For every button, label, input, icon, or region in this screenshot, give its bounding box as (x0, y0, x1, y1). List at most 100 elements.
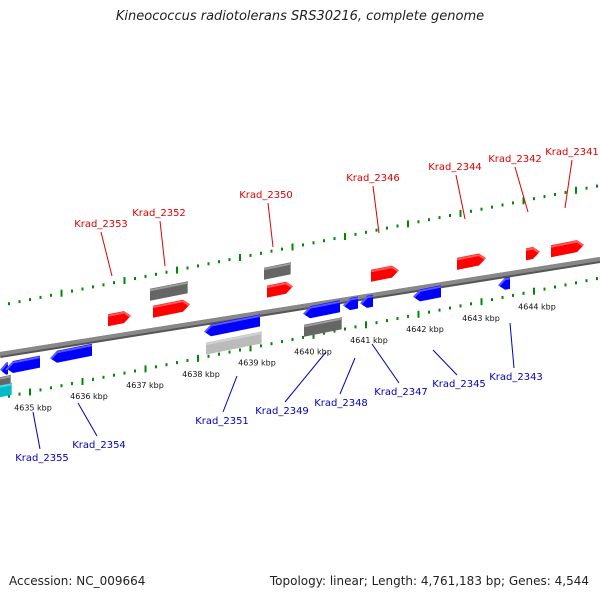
gene-arrow (342, 296, 359, 311)
gene-body (206, 331, 262, 355)
gene-arrow (525, 247, 541, 261)
gene-highlight (497, 277, 511, 288)
gene-body (50, 343, 92, 363)
scale-label: 4637 kbp (126, 381, 164, 390)
gene-body (371, 265, 399, 282)
gene-highlight (550, 240, 585, 248)
gene-highlight (303, 317, 343, 331)
scale-label: 4643 kbp (462, 314, 500, 323)
gene-body (498, 276, 510, 290)
label-leader-line (159, 220, 166, 267)
gene-body (0, 382, 12, 398)
gene-label-top: Krad_2344 (428, 162, 482, 173)
gene-body (0, 362, 8, 375)
gene-body (264, 262, 291, 280)
label-leader-line (509, 322, 515, 369)
gene-highlight (203, 314, 261, 334)
gene-label-bottom: Krad_2345 (432, 379, 486, 390)
gene-highlight (0, 362, 9, 372)
gene-label-top: Krad_2346 (346, 173, 400, 184)
gene-highlight (107, 311, 132, 319)
label-leader-line (284, 351, 327, 403)
gene-body (6, 355, 40, 373)
gene-label-top: Krad_2341 (545, 147, 599, 158)
map-title: Kineococcus radiotolerans SRS30216, comp… (115, 9, 485, 24)
gene-body (304, 317, 342, 337)
gene-highlight (266, 282, 294, 289)
upper-tick-track (8, 184, 598, 306)
gene-body (150, 281, 188, 301)
gene-highlight (152, 300, 191, 309)
label-leader-line (455, 174, 466, 220)
gene-highlight (149, 281, 189, 295)
gene-body (360, 294, 373, 308)
gene-highlight (359, 295, 374, 306)
gene-highlight (525, 247, 541, 254)
gene-label-bottom: Krad_2347 (374, 387, 428, 398)
gene-body (551, 240, 584, 258)
label-leader-line (77, 402, 98, 437)
gene-arrow (263, 262, 292, 280)
gene-label-bottom: Krad_2349 (255, 406, 309, 417)
gene-body (204, 314, 260, 337)
gene-arrow (303, 317, 343, 337)
scale-label: 4639 kbp (238, 359, 276, 368)
gene-label-bottom: Krad_2351 (195, 416, 249, 427)
gene-highlight (205, 331, 263, 346)
gene-body (267, 281, 293, 298)
label-leader-line (32, 411, 41, 450)
backbone-line (0, 257, 600, 356)
scale-label: 4641 kbp (350, 336, 388, 345)
scale-label: 4644 kbp (518, 303, 556, 312)
gene-arrow (0, 382, 13, 398)
gene-highlight (263, 262, 292, 276)
gene-arrow (203, 314, 261, 337)
genome-backbone (0, 257, 600, 358)
gene-body (303, 300, 340, 319)
gene-highlight (0, 383, 13, 397)
gene-features (0, 240, 585, 398)
gene-arrow (370, 265, 400, 282)
gene-arrow (149, 281, 189, 301)
gene-body (153, 299, 190, 318)
gene-body (413, 285, 441, 302)
gene-label-bottom: Krad_2343 (489, 372, 543, 383)
gene-highlight (370, 266, 400, 273)
scale-label: 4640 kbp (294, 347, 332, 356)
scale-label: 4635 kbp (14, 403, 52, 412)
accession-text: Accession: NC_009664 (9, 574, 146, 588)
label-leader-line (564, 159, 573, 209)
gene-arrow (456, 253, 487, 270)
genome-summary-text: Topology: linear; Length: 4,761,183 bp; … (269, 574, 589, 588)
label-leader-line (372, 185, 380, 234)
scale-label: 4636 kbp (70, 392, 108, 401)
gene-label-top: Krad_2342 (488, 154, 542, 165)
gene-highlight (49, 344, 93, 361)
gene-highlight (5, 356, 41, 371)
scale-label: 4642 kbp (406, 325, 444, 334)
scale-label: 4638 kbp (182, 370, 220, 379)
gene-arrow (49, 343, 93, 363)
label-leader-line (100, 231, 113, 277)
gene-body (108, 311, 131, 327)
gene-body (343, 296, 358, 311)
gene-arrow (412, 285, 442, 302)
label-leaders (32, 159, 573, 450)
gene-highlight (302, 300, 341, 316)
label-leader-line (371, 343, 400, 384)
gene-arrow (107, 311, 132, 327)
gene-arrow (550, 240, 585, 258)
gene-body (457, 253, 486, 270)
gene-body (526, 247, 540, 261)
gene-arrow (5, 355, 41, 373)
lower-tick-track (8, 277, 598, 398)
gene-highlight (456, 253, 487, 261)
gene-arrow (497, 276, 511, 290)
gene-label-bottom: Krad_2355 (15, 453, 69, 464)
label-leader-line (267, 202, 274, 248)
gene-arrow (359, 294, 374, 308)
label-leader-line (222, 375, 238, 413)
gene-highlight (342, 297, 359, 308)
gene-labels: Krad_2353 Krad_2352 Krad_2350 Krad_2346 Krad… (15, 147, 599, 464)
